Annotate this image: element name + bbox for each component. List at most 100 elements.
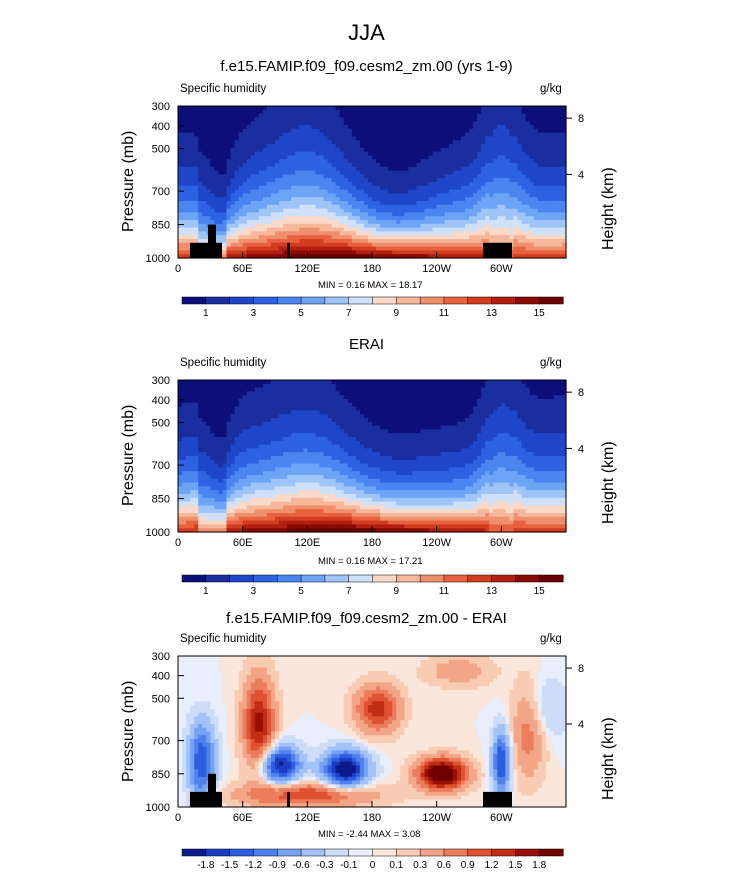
field-cell [262,163,268,168]
field-cell [242,163,248,168]
field-cell [477,383,482,389]
field-cell [400,144,405,149]
field-cell [553,185,559,191]
field-cell [509,121,515,126]
field-cell [553,197,559,202]
field-cell [537,159,543,164]
field-cell [460,254,466,259]
field-cell [323,178,329,183]
field-cell [222,414,228,419]
field-cell [331,387,337,392]
field-cell [275,121,280,126]
field-cell [222,239,228,244]
field-cell [299,121,304,126]
field-cell [505,140,511,145]
field-cell [222,246,228,251]
field-cell [477,136,482,141]
field-cell [521,109,527,115]
field-cell [509,170,515,175]
field-cell [283,147,288,153]
field-cell [404,163,409,168]
field-cell [432,170,438,175]
field-cell [493,178,498,183]
field-cell [250,231,256,236]
field-cell [513,239,519,244]
field-cell [396,212,401,217]
field-cell [190,421,195,427]
field-cell [343,387,349,392]
field-cell [404,140,409,145]
field-cell [424,380,430,385]
field-cell [303,418,308,423]
field-cell [477,128,482,134]
field-cell [359,174,365,179]
field-cell [376,147,381,153]
field-cell [380,201,385,206]
field-cell [428,166,434,172]
field-cell [444,174,450,179]
field-cell [537,399,543,404]
field-cell [287,144,292,149]
field-cell [553,250,559,255]
field-cell [376,246,381,251]
field-cell [359,204,365,210]
field-cell [509,418,515,423]
field-cell [218,125,224,130]
field-cell [460,402,466,408]
field-cell [295,418,300,423]
field-cell [178,220,183,225]
field-cell [428,235,434,240]
field-cell [396,250,401,255]
field-cell [424,246,430,251]
field-cell [279,106,284,111]
field-cell [388,235,393,240]
field-cell [186,132,191,137]
field-cell [210,216,215,221]
field-cell [218,151,224,156]
field-cell [266,113,272,118]
field-cell [424,185,430,191]
field-cell [186,144,191,149]
field-cell [473,163,478,168]
field-cell [190,185,195,191]
field-cell [513,170,519,175]
field-cell [194,227,199,232]
field-cell [428,239,434,244]
field-cell [444,178,450,183]
field-cell [452,132,458,137]
field-cell [485,197,490,202]
field-cell [464,132,470,137]
field-cell [529,182,535,187]
field-cell [367,193,373,198]
field-cell [287,151,292,156]
field-cell [198,174,203,179]
field-cell [428,201,434,206]
field-cell [279,109,284,115]
field-cell [363,106,369,111]
field-cell [291,151,296,156]
field-cell [218,144,224,149]
field-cell [363,121,369,126]
field-cell [460,391,466,396]
field-cell [545,166,551,172]
field-cell [291,197,296,202]
field-cell [186,178,191,183]
field-cell [250,410,256,415]
field-cell [363,178,369,183]
field-cell [436,383,442,389]
field-cell [505,239,511,244]
field-cell [436,387,442,392]
field-cell [295,414,300,419]
field-cell [351,174,357,179]
field-cell [279,380,284,385]
field-cell [408,166,414,172]
field-cell [218,387,224,392]
field-cell [343,136,349,141]
field-cell [234,109,240,115]
field-cell [303,170,308,175]
field-cell [460,410,466,415]
field-cell [250,208,256,213]
field-cell [283,216,288,221]
field-cell [464,144,470,149]
field-cell [404,391,409,396]
